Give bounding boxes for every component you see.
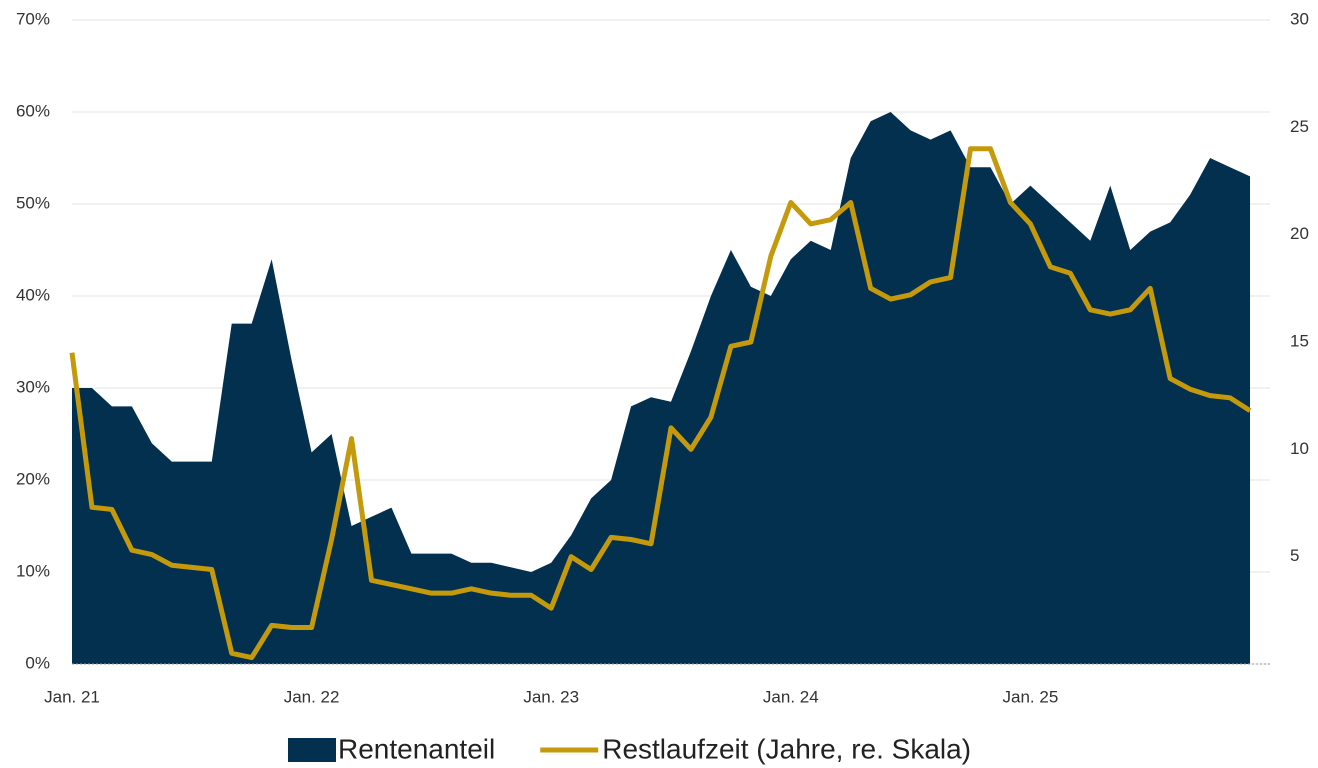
y-tick-label: 50% [16,193,50,212]
legend-label: Rentenanteil [338,733,495,764]
x-tick-label: Jan. 23 [523,687,579,706]
x-tick-label: Jan. 24 [763,687,819,706]
y2-tick-label: 30 [1290,9,1309,28]
y-tick-label: 30% [16,377,50,396]
y-tick-label: 40% [16,285,50,304]
legend-label: Restlaufzeit (Jahre, re. Skala) [602,733,971,764]
y-tick-label: 10% [16,561,50,580]
y2-tick-label: 20 [1290,224,1309,243]
y-tick-label: 0% [25,653,50,672]
line [69,146,1252,661]
y-tick-label: 60% [16,101,50,120]
x-tick-label: Jan. 22 [284,687,340,706]
y-tick-label: 70% [16,9,50,28]
y2-tick-label: 10 [1290,439,1309,458]
y2-tick-label: 15 [1290,331,1309,350]
legend-swatch [288,738,336,762]
y2-tick-label: 25 [1290,117,1309,136]
y-tick-label: 20% [16,469,50,488]
x-tick-label: Jan. 21 [44,687,100,706]
y2-tick-label: 5 [1290,546,1299,565]
x-tick-label: Jan. 25 [1003,687,1059,706]
